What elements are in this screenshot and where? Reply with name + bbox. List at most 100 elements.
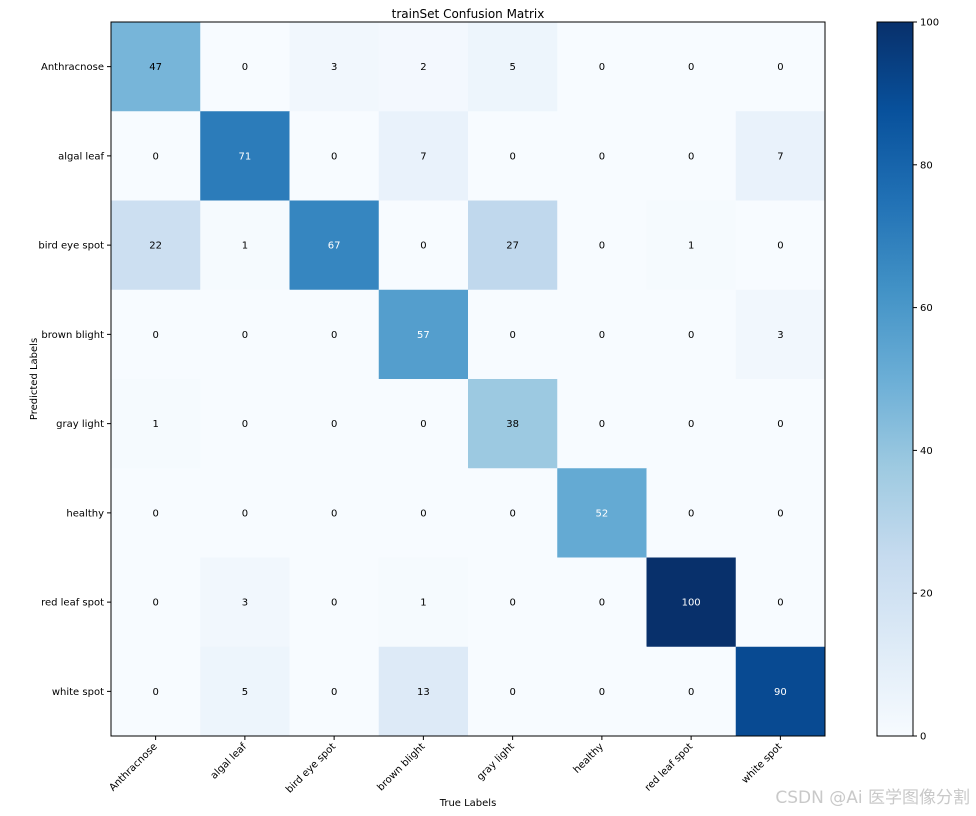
cell-value: 3 — [777, 330, 783, 341]
cell — [646, 289, 737, 380]
y-tick-label: white spot — [52, 687, 104, 698]
cell — [646, 200, 737, 291]
cell-value: 13 — [417, 687, 430, 698]
cell — [378, 200, 469, 291]
y-tick-label: algal leaf — [58, 151, 104, 162]
cell-value: 0 — [509, 687, 515, 698]
cell — [200, 379, 290, 469]
x-tick-label: algal leaf — [209, 741, 250, 782]
cell — [557, 200, 647, 291]
cell-value: 0 — [420, 419, 426, 430]
cell-value: 0 — [688, 687, 694, 698]
cell — [557, 22, 647, 112]
cell-value: 100 — [682, 598, 701, 609]
cell — [378, 379, 469, 469]
y-tick-label: red leaf spot — [41, 598, 104, 609]
cell — [200, 557, 290, 648]
cell-value: 0 — [420, 508, 426, 519]
cell — [468, 646, 558, 737]
x-tick-label: healthy — [572, 741, 606, 775]
cell — [646, 379, 737, 469]
cell-value: 0 — [509, 330, 515, 341]
cell — [468, 468, 558, 558]
cell-value: 38 — [506, 419, 519, 430]
x-tick-label: brown blight — [375, 741, 427, 793]
cell-value: 0 — [777, 62, 783, 73]
cell — [200, 289, 290, 380]
cell-value: 1 — [242, 241, 248, 252]
cell-value: 5 — [242, 687, 248, 698]
cell — [200, 200, 290, 291]
x-tick-label: bird eye spot — [284, 741, 338, 795]
cell — [735, 646, 826, 737]
watermark: CSDN @Ai 医学图像分割 — [775, 788, 970, 808]
cell-value: 22 — [149, 241, 162, 252]
y-tick-label: gray light — [56, 419, 104, 430]
cell — [468, 22, 558, 112]
cell — [289, 200, 380, 291]
cell-value: 47 — [149, 62, 162, 73]
x-tick-label: gray light — [475, 741, 517, 783]
cell — [111, 379, 201, 469]
y-tick-label: Anthracnose — [41, 62, 104, 73]
cell-value: 0 — [599, 151, 605, 162]
cell — [111, 22, 201, 112]
cell — [735, 200, 826, 291]
cell-value: 0 — [509, 598, 515, 609]
plot-frame — [110, 21, 826, 737]
cell-value: 0 — [331, 151, 337, 162]
y-tick-label: healthy — [66, 508, 104, 519]
x-tick-label: red leaf spot — [643, 741, 695, 793]
cell-value: 0 — [242, 330, 248, 341]
cell-value: 3 — [242, 598, 248, 609]
cell-value: 0 — [331, 419, 337, 430]
cell-value: 1 — [152, 419, 158, 430]
cell — [468, 200, 558, 291]
cell-value: 27 — [506, 241, 519, 252]
cell-value: 0 — [152, 687, 158, 698]
cell — [289, 468, 380, 558]
cell-value: 0 — [152, 508, 158, 519]
cell — [378, 289, 469, 380]
cell-value: 0 — [331, 687, 337, 698]
colorbar-tick-label: 40 — [920, 446, 933, 457]
colorbar-tick-label: 0 — [920, 732, 926, 743]
cell — [735, 557, 826, 648]
colorbar — [876, 21, 914, 737]
cell — [289, 22, 380, 112]
cell — [735, 468, 826, 558]
cell — [557, 289, 647, 380]
cell — [735, 289, 826, 380]
cell-value: 67 — [328, 241, 341, 252]
colorbar-tick-label: 20 — [920, 589, 933, 600]
cell — [111, 557, 201, 648]
cell — [200, 646, 290, 737]
cell-value: 0 — [242, 508, 248, 519]
cell-value: 0 — [331, 330, 337, 341]
cell — [289, 111, 380, 201]
cell — [200, 22, 290, 112]
cell-value: 0 — [242, 419, 248, 430]
cell — [378, 22, 469, 112]
cell — [378, 111, 469, 201]
cell-value: 0 — [688, 62, 694, 73]
cell — [557, 379, 647, 469]
cell-value: 0 — [509, 151, 515, 162]
y-tick-label: brown blight — [41, 330, 104, 341]
cell — [646, 111, 737, 201]
cell-value: 7 — [420, 151, 426, 162]
cell — [200, 468, 290, 558]
cell-value: 0 — [599, 598, 605, 609]
cell — [646, 557, 737, 648]
cell-value: 0 — [599, 241, 605, 252]
cell — [646, 646, 737, 737]
chart-title: trainSet Confusion Matrix — [392, 7, 545, 21]
cell — [557, 646, 647, 737]
cell — [111, 646, 201, 737]
cell-value: 57 — [417, 330, 430, 341]
cell-value: 0 — [777, 419, 783, 430]
cell-value: 0 — [599, 687, 605, 698]
cell — [468, 557, 558, 648]
cell-value: 0 — [777, 508, 783, 519]
